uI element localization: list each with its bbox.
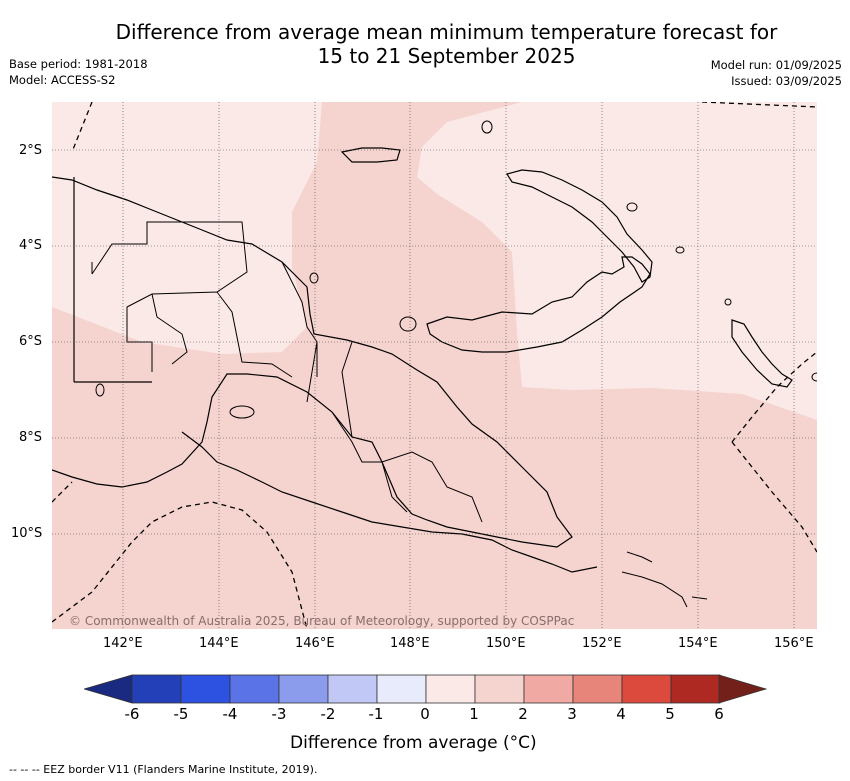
cb-label-1: 1	[469, 705, 479, 723]
lon-tick-142e: 142°E	[103, 636, 143, 651]
issued-date: Issued: 03/09/2025	[731, 74, 842, 88]
border-line	[73, 177, 152, 383]
bougainville-island	[731, 319, 793, 388]
colorbar-cell	[229, 674, 280, 704]
eez-borders	[52, 102, 817, 629]
lon-tick-156e: 156°E	[774, 636, 814, 651]
colorbar-cell	[670, 674, 721, 704]
lat-tick-6s: 6°S	[19, 334, 43, 349]
cb-label-neg3: -3	[271, 705, 287, 723]
lat-tick-2s: 2°S	[19, 143, 43, 158]
colorbar	[84, 674, 768, 704]
cb-label-5: 5	[665, 705, 675, 723]
chart-title: Difference from average mean minimum tem…	[0, 20, 850, 68]
colorbar-cell	[131, 674, 182, 704]
forecast-map: © Commonwealth of Australia 2025, Bureau…	[52, 102, 817, 629]
new-britain-island	[426, 256, 651, 353]
lon-tick-144e: 144°E	[199, 636, 239, 651]
cb-label-2: 2	[518, 705, 528, 723]
model-run: Model run: 01/09/2025	[710, 58, 842, 72]
anomaly-region-1-to-2-north	[52, 102, 817, 629]
colorbar-labels: -6 -5 -4 -3 -2 -1 0 1 2 3 4 5 6	[0, 705, 850, 725]
title-line-1: Difference from average mean minimum tem…	[115, 20, 778, 44]
cb-label-neg1: -1	[368, 705, 384, 723]
cb-label-neg6: -6	[124, 705, 140, 723]
manus-island	[340, 147, 401, 163]
colorbar-cell	[523, 674, 574, 704]
gridlines	[52, 102, 817, 629]
colorbar-cell	[327, 674, 378, 704]
new-guinea-coastline	[52, 176, 573, 548]
lon-tick-146e: 146°E	[295, 636, 335, 651]
colorbar-cell	[572, 674, 623, 704]
colorbar-cell	[621, 674, 672, 704]
lon-tick-150e: 150°E	[486, 636, 526, 651]
copyright-notice: © Commonwealth of Australia 2025, Bureau…	[69, 614, 574, 628]
colorbar-title: Difference from average (°C)	[290, 733, 537, 753]
cb-label-neg2: -2	[320, 705, 336, 723]
model-name: Model: ACCESS-S2	[9, 73, 116, 87]
colorbar-cell	[180, 674, 231, 704]
colorbar-cell	[278, 674, 329, 704]
cb-label-0: 0	[420, 705, 430, 723]
lon-tick-148e: 148°E	[390, 636, 430, 651]
base-period: Base period: 1981-2018	[9, 57, 148, 71]
colorbar-cell	[425, 674, 476, 704]
lat-tick-10s: 10°S	[11, 526, 43, 541]
colorbar-max-extend	[718, 674, 768, 704]
lon-tick-152e: 152°E	[582, 636, 622, 651]
cb-label-6: 6	[714, 705, 724, 723]
lat-tick-4s: 4°S	[19, 238, 43, 253]
louisiade-islands	[621, 551, 708, 608]
colorbar-cell	[474, 674, 525, 704]
cb-label-neg4: -4	[222, 705, 238, 723]
eez-footnote: -- -- -- EEZ border V11 (Flanders Marine…	[9, 763, 318, 776]
cb-label-neg5: -5	[173, 705, 189, 723]
south-coast	[181, 431, 598, 573]
colorbar-cells	[131, 674, 721, 704]
cb-label-3: 3	[567, 705, 577, 723]
title-line-2: 15 to 21 September 2025	[317, 44, 576, 68]
small-islands	[95, 120, 817, 419]
colorbar-min-extend	[84, 674, 133, 704]
colorbar-cell	[376, 674, 427, 704]
lon-tick-154e: 154°E	[678, 636, 718, 651]
new-ireland-island	[506, 169, 653, 283]
lat-tick-8s: 8°S	[19, 430, 43, 445]
province-boundaries	[91, 221, 483, 523]
cb-label-4: 4	[616, 705, 626, 723]
